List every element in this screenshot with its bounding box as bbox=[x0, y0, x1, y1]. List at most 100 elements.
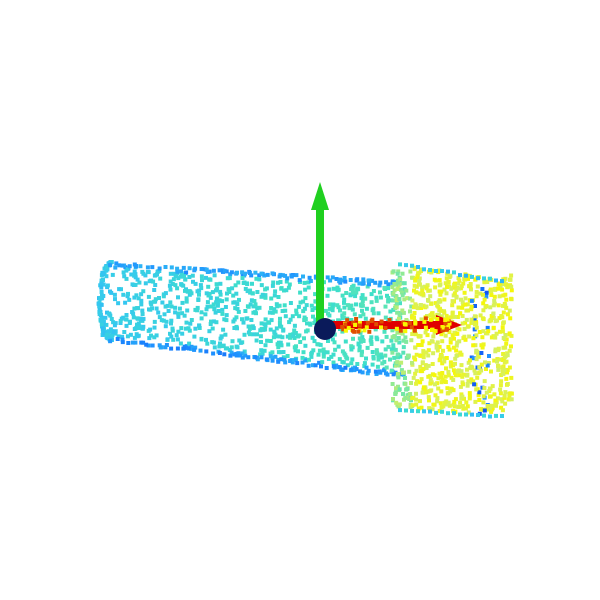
point bbox=[399, 360, 404, 365]
point bbox=[161, 294, 166, 299]
point bbox=[416, 271, 421, 276]
point bbox=[293, 348, 298, 353]
point bbox=[447, 403, 452, 408]
point bbox=[175, 337, 180, 342]
point bbox=[435, 396, 440, 400]
point bbox=[335, 285, 340, 290]
point bbox=[494, 278, 498, 283]
point bbox=[386, 344, 391, 349]
point bbox=[407, 321, 412, 325]
point bbox=[270, 350, 275, 355]
point bbox=[264, 357, 269, 362]
point bbox=[401, 338, 406, 343]
point bbox=[487, 354, 491, 358]
point bbox=[360, 302, 365, 307]
point bbox=[454, 343, 459, 348]
point bbox=[396, 336, 401, 340]
point bbox=[469, 355, 474, 360]
point bbox=[124, 268, 129, 273]
point bbox=[243, 309, 248, 313]
point bbox=[369, 335, 374, 340]
point bbox=[248, 288, 252, 293]
point bbox=[332, 332, 337, 337]
point bbox=[163, 324, 168, 329]
point bbox=[454, 295, 459, 300]
point bbox=[133, 282, 138, 287]
point bbox=[476, 393, 481, 398]
point bbox=[391, 269, 396, 274]
point bbox=[437, 409, 442, 413]
point bbox=[285, 354, 290, 358]
point bbox=[325, 293, 330, 298]
point bbox=[451, 378, 456, 382]
point bbox=[182, 274, 186, 279]
point bbox=[442, 287, 447, 292]
point bbox=[446, 280, 451, 285]
point bbox=[186, 346, 191, 351]
point bbox=[495, 396, 500, 401]
point bbox=[231, 293, 236, 298]
point bbox=[218, 281, 223, 286]
point bbox=[232, 352, 237, 357]
point bbox=[402, 322, 407, 327]
point bbox=[187, 341, 192, 346]
point bbox=[505, 353, 510, 358]
point bbox=[412, 283, 417, 288]
point bbox=[465, 373, 469, 378]
point bbox=[258, 334, 263, 339]
point bbox=[312, 321, 317, 325]
point bbox=[460, 374, 465, 379]
point bbox=[127, 297, 132, 302]
point bbox=[232, 326, 237, 330]
point bbox=[467, 284, 472, 289]
point bbox=[325, 350, 330, 355]
point bbox=[463, 406, 468, 411]
point bbox=[409, 338, 414, 343]
point bbox=[403, 376, 407, 380]
point bbox=[463, 337, 468, 342]
point bbox=[503, 390, 508, 395]
point bbox=[211, 268, 216, 273]
point bbox=[414, 397, 418, 402]
point bbox=[443, 374, 448, 379]
point bbox=[483, 360, 487, 365]
point bbox=[107, 329, 111, 334]
point bbox=[308, 322, 313, 327]
point bbox=[384, 280, 389, 285]
point bbox=[371, 289, 376, 293]
point bbox=[418, 353, 423, 358]
point bbox=[240, 351, 245, 356]
point bbox=[129, 272, 134, 277]
point bbox=[245, 304, 250, 309]
point bbox=[459, 284, 464, 289]
point bbox=[308, 279, 313, 283]
point bbox=[136, 321, 141, 326]
point bbox=[307, 275, 312, 280]
point bbox=[342, 300, 346, 305]
point bbox=[288, 317, 293, 322]
point bbox=[121, 270, 126, 275]
point bbox=[413, 371, 418, 376]
point bbox=[508, 316, 513, 321]
point bbox=[354, 302, 358, 307]
point bbox=[470, 365, 475, 370]
point bbox=[282, 357, 287, 362]
point bbox=[474, 333, 479, 338]
point bbox=[317, 360, 322, 365]
point bbox=[474, 387, 479, 392]
point bbox=[500, 282, 505, 287]
point bbox=[414, 391, 418, 396]
point bbox=[509, 397, 514, 402]
point bbox=[425, 333, 430, 338]
point bbox=[459, 363, 464, 368]
point bbox=[245, 282, 250, 286]
point bbox=[336, 318, 341, 323]
point bbox=[198, 348, 203, 353]
point bbox=[124, 276, 129, 281]
point bbox=[212, 273, 217, 278]
point bbox=[442, 359, 447, 364]
point bbox=[199, 337, 204, 342]
point bbox=[451, 368, 456, 373]
